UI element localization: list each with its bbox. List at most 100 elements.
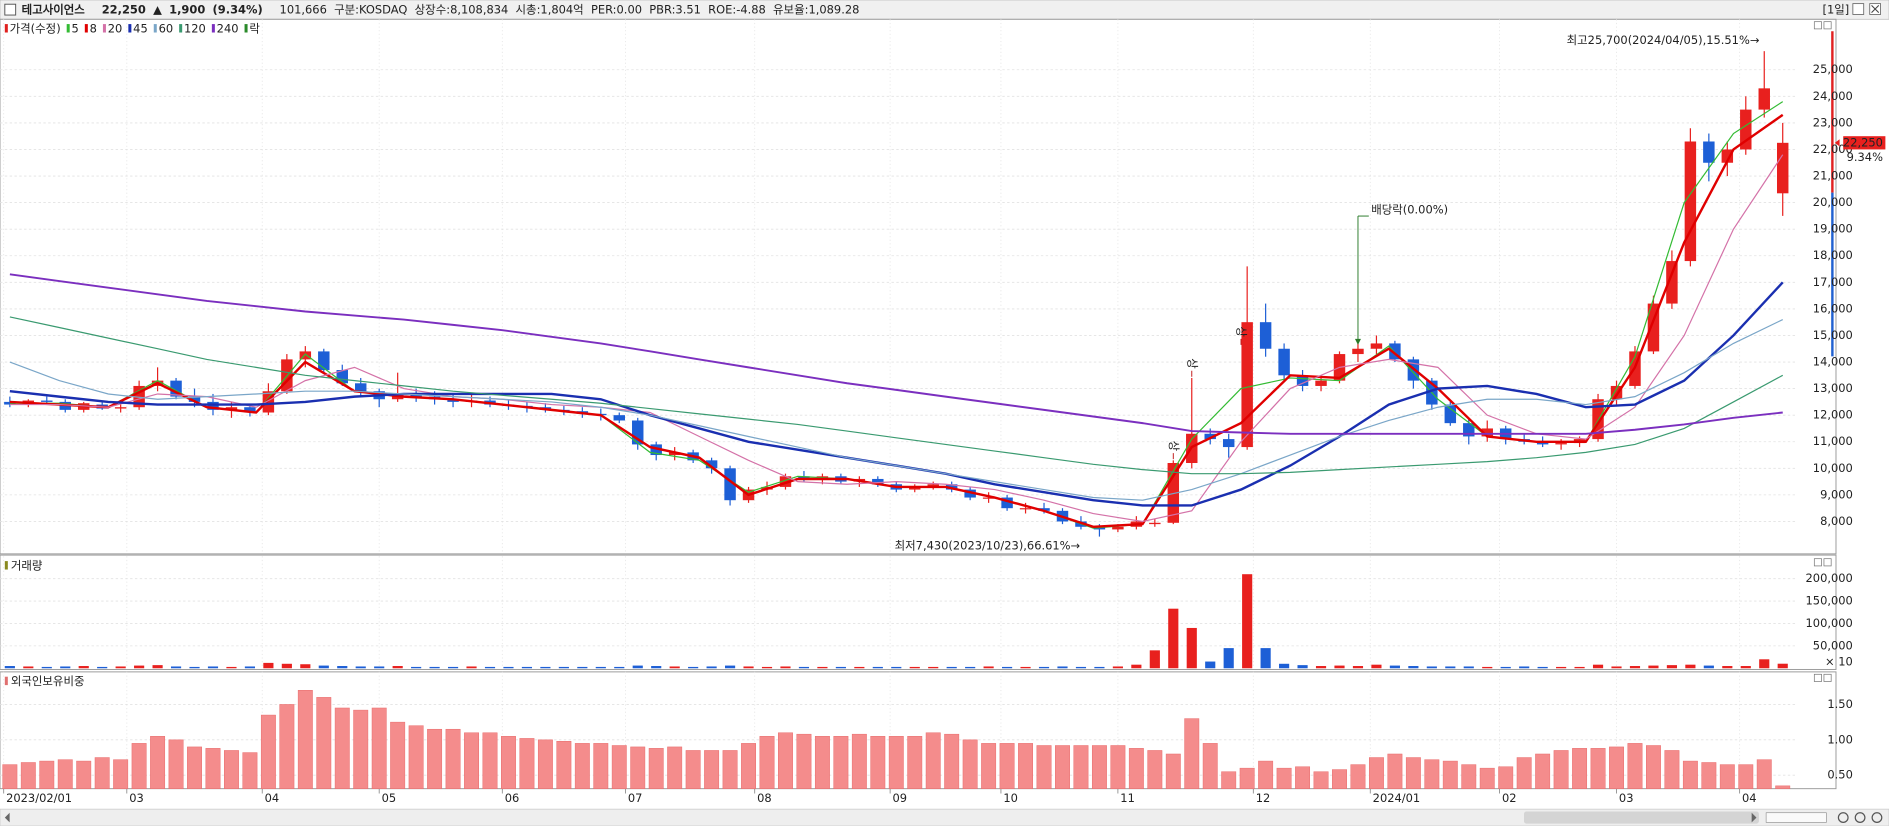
header-field: 101,666 (280, 3, 327, 17)
candle-body (355, 383, 367, 392)
x-tick-label: 2024/01 (1373, 791, 1421, 805)
candle-body (170, 380, 182, 397)
candle-body (1721, 149, 1734, 163)
panel-title: 거래량 (11, 558, 43, 572)
bar (1500, 666, 1511, 669)
bar (1352, 666, 1364, 669)
bar (1719, 764, 1735, 789)
bar (1703, 665, 1714, 669)
panel-title-marker (4, 676, 8, 686)
bar (835, 666, 846, 669)
scroll-thumb[interactable] (1523, 811, 1759, 824)
candle-body (133, 385, 145, 408)
candle-body (1555, 443, 1567, 445)
bar (778, 732, 793, 789)
bar (1038, 666, 1050, 669)
bar (1131, 664, 1142, 669)
bar (1073, 745, 1089, 789)
moving-average (9, 154, 1784, 523)
zoom-slider[interactable] (1765, 812, 1827, 823)
x-tick-label: 12 (1256, 791, 1271, 805)
bar (577, 666, 588, 669)
bar (1279, 663, 1290, 669)
scrollbar[interactable] (0, 808, 1889, 826)
bar (353, 709, 369, 789)
bar (870, 736, 886, 789)
header-checkbox[interactable] (4, 3, 17, 16)
panel-button[interactable] (1823, 21, 1832, 30)
panel-button[interactable] (1813, 21, 1822, 30)
close-icon (1871, 5, 1880, 14)
bar (817, 666, 828, 669)
bar (1664, 750, 1680, 789)
bar (1516, 757, 1532, 789)
bar (965, 666, 976, 669)
candle-body (1112, 526, 1124, 530)
candle-body (1740, 109, 1752, 150)
x-tick-label: 07 (628, 791, 643, 805)
bar (888, 736, 904, 789)
moving-average (9, 113, 1784, 529)
bar (1350, 764, 1366, 789)
bar (651, 666, 662, 669)
bar (1556, 666, 1567, 669)
bar (1553, 750, 1569, 789)
candle-body (1647, 303, 1660, 352)
legend-label: 가격(수정) (10, 21, 61, 35)
bar (1574, 666, 1585, 669)
bar (279, 704, 295, 789)
bar (1701, 762, 1717, 789)
x-tick-label: 03 (129, 791, 144, 805)
legend-label: 락 (249, 21, 260, 35)
panel-button[interactable] (1813, 558, 1822, 567)
scroll-right[interactable] (1751, 812, 1757, 823)
panel-button[interactable] (1823, 558, 1832, 567)
price-tag (1843, 136, 1886, 150)
bar (1609, 746, 1624, 789)
bar (1147, 750, 1163, 789)
panel-button[interactable] (1823, 673, 1832, 682)
bar (632, 665, 643, 669)
bar (297, 690, 313, 789)
bar (39, 760, 55, 789)
candle-body (1592, 399, 1604, 440)
candle-body (1481, 428, 1493, 437)
bar (706, 666, 717, 669)
bar (1759, 659, 1770, 669)
candle-body (798, 476, 810, 479)
bar (1258, 760, 1274, 789)
candle-body (1001, 497, 1013, 509)
candle-body (650, 444, 662, 456)
bar (427, 728, 443, 789)
period-label[interactable]: [1일] (1823, 3, 1850, 17)
bar (318, 665, 329, 669)
zoom-in[interactable] (1854, 812, 1866, 823)
y-tick-label: 9,000 (1820, 487, 1853, 501)
bar (1091, 745, 1107, 789)
y-tick-label: 18,000 (1813, 248, 1853, 262)
candle-body (964, 489, 976, 498)
bar (1590, 748, 1606, 789)
bar (1184, 718, 1200, 789)
bar (1461, 764, 1477, 789)
y-tick-label: 200,000 (1806, 571, 1853, 585)
bar (1666, 665, 1677, 669)
bar (630, 746, 646, 789)
panel-button[interactable] (1813, 673, 1822, 682)
window-maximize[interactable] (1852, 3, 1865, 15)
y-tick-label: 16,000 (1813, 301, 1853, 315)
bar (1165, 753, 1181, 789)
legend-marker (4, 24, 8, 33)
bar (429, 666, 440, 669)
y-tick-label: 1.00 (1827, 732, 1852, 746)
candle-body (262, 391, 275, 413)
header-field: 구분:KOSDAQ (334, 3, 407, 17)
bar (944, 733, 960, 789)
x-tick-label: 04 (265, 791, 280, 805)
zoom-out[interactable] (1837, 812, 1849, 823)
bar (851, 733, 867, 789)
scroll-left[interactable] (4, 812, 10, 823)
zoom-reset[interactable] (1871, 812, 1883, 823)
candle-body (1666, 261, 1678, 304)
